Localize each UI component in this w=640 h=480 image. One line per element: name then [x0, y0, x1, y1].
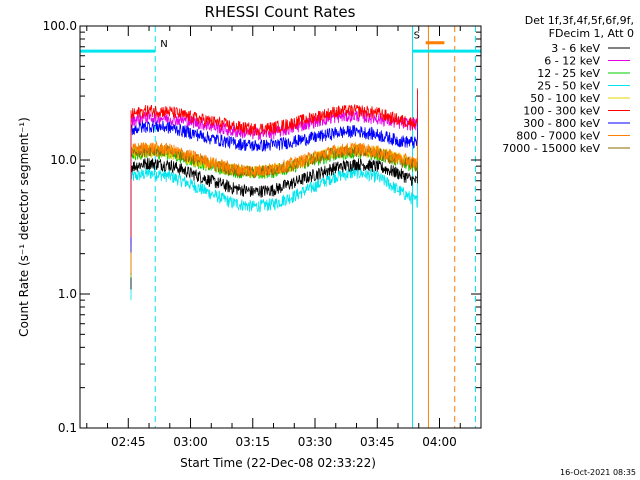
y-tick-label-3: 100.0	[43, 19, 77, 33]
x-tick-label-0: 02:45	[111, 435, 146, 449]
legend-header-line-1: Det 1f,3f,4f,5f,6f,9f,	[525, 14, 634, 27]
plot-area: NS	[79, 26, 481, 428]
series-line-7	[130, 128, 418, 273]
axes: 0.1 1.0 10.0 100.0 02:45 03:00 03:15 03:30 03:45…	[43, 19, 482, 449]
y-axis-label: Count Rate (s⁻¹ detector segment⁻¹)	[17, 117, 31, 337]
legend-entry-0: 3 - 6 keV	[551, 42, 600, 55]
y-tick-label-1: 1.0	[58, 287, 77, 301]
x-tick-label-2: 03:15	[235, 435, 270, 449]
series-line-6	[130, 108, 418, 253]
legend-header-line-2: FDecim 1, Att 0	[549, 27, 634, 40]
legend-entry-2: 12 - 25 keV	[537, 67, 600, 80]
series-line-5	[130, 88, 418, 238]
generation-timestamp: 16-Oct-2021 08:35	[560, 468, 636, 477]
legend-entry-1: 6 - 12 keV	[544, 55, 600, 68]
flag-label-1: S	[414, 31, 420, 42]
series-line-0	[130, 146, 418, 290]
legend: Det 1f,3f,4f,5f,6f,9f, FDecim 1, Att 0 3…	[502, 14, 634, 155]
x-tick-label-4: 03:45	[360, 435, 395, 449]
chart-title: RHESSI Count Rates	[205, 3, 356, 21]
legend-entry-8: 7000 - 15000 keV	[502, 142, 600, 155]
y-tick-label-0: 0.1	[58, 421, 77, 435]
plot-frame	[79, 25, 482, 429]
legend-entry-4: 50 - 100 keV	[530, 92, 600, 105]
x-tick-label-5: 04:00	[422, 435, 457, 449]
x-tick-label-1: 03:00	[173, 435, 208, 449]
legend-entry-7: 800 - 7000 keV	[516, 130, 600, 143]
x-tick-label-3: 03:30	[298, 435, 333, 449]
legend-entry-6: 300 - 800 keV	[523, 117, 600, 130]
series-line-3	[130, 166, 418, 301]
x-axis-label: Start Time (22-Dec-08 02:33:22)	[180, 456, 376, 470]
flag-label-0: N	[160, 39, 167, 50]
y-tick-label-2: 10.0	[50, 153, 77, 167]
legend-entry-3: 25 - 50 keV	[537, 80, 600, 93]
legend-entry-5: 100 - 300 keV	[523, 105, 600, 118]
